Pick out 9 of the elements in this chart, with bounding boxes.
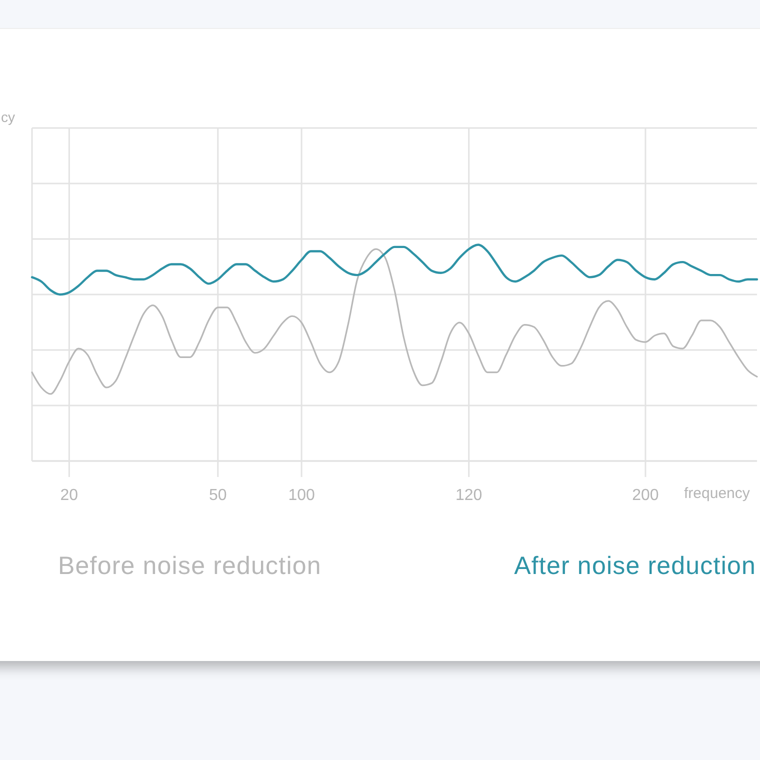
- x-tick-label: 20: [60, 487, 78, 504]
- x-tick-label: 100: [288, 487, 315, 504]
- text: After noise reduction: [514, 552, 756, 581]
- text: Before noise reduction: [58, 552, 322, 581]
- x-axis-title: frequency: [684, 485, 750, 502]
- x-tick-label: 200: [632, 487, 659, 504]
- x-tick-label: 50: [209, 487, 227, 504]
- x-tick-label: 120: [456, 487, 482, 504]
- text: cy: [1, 109, 15, 125]
